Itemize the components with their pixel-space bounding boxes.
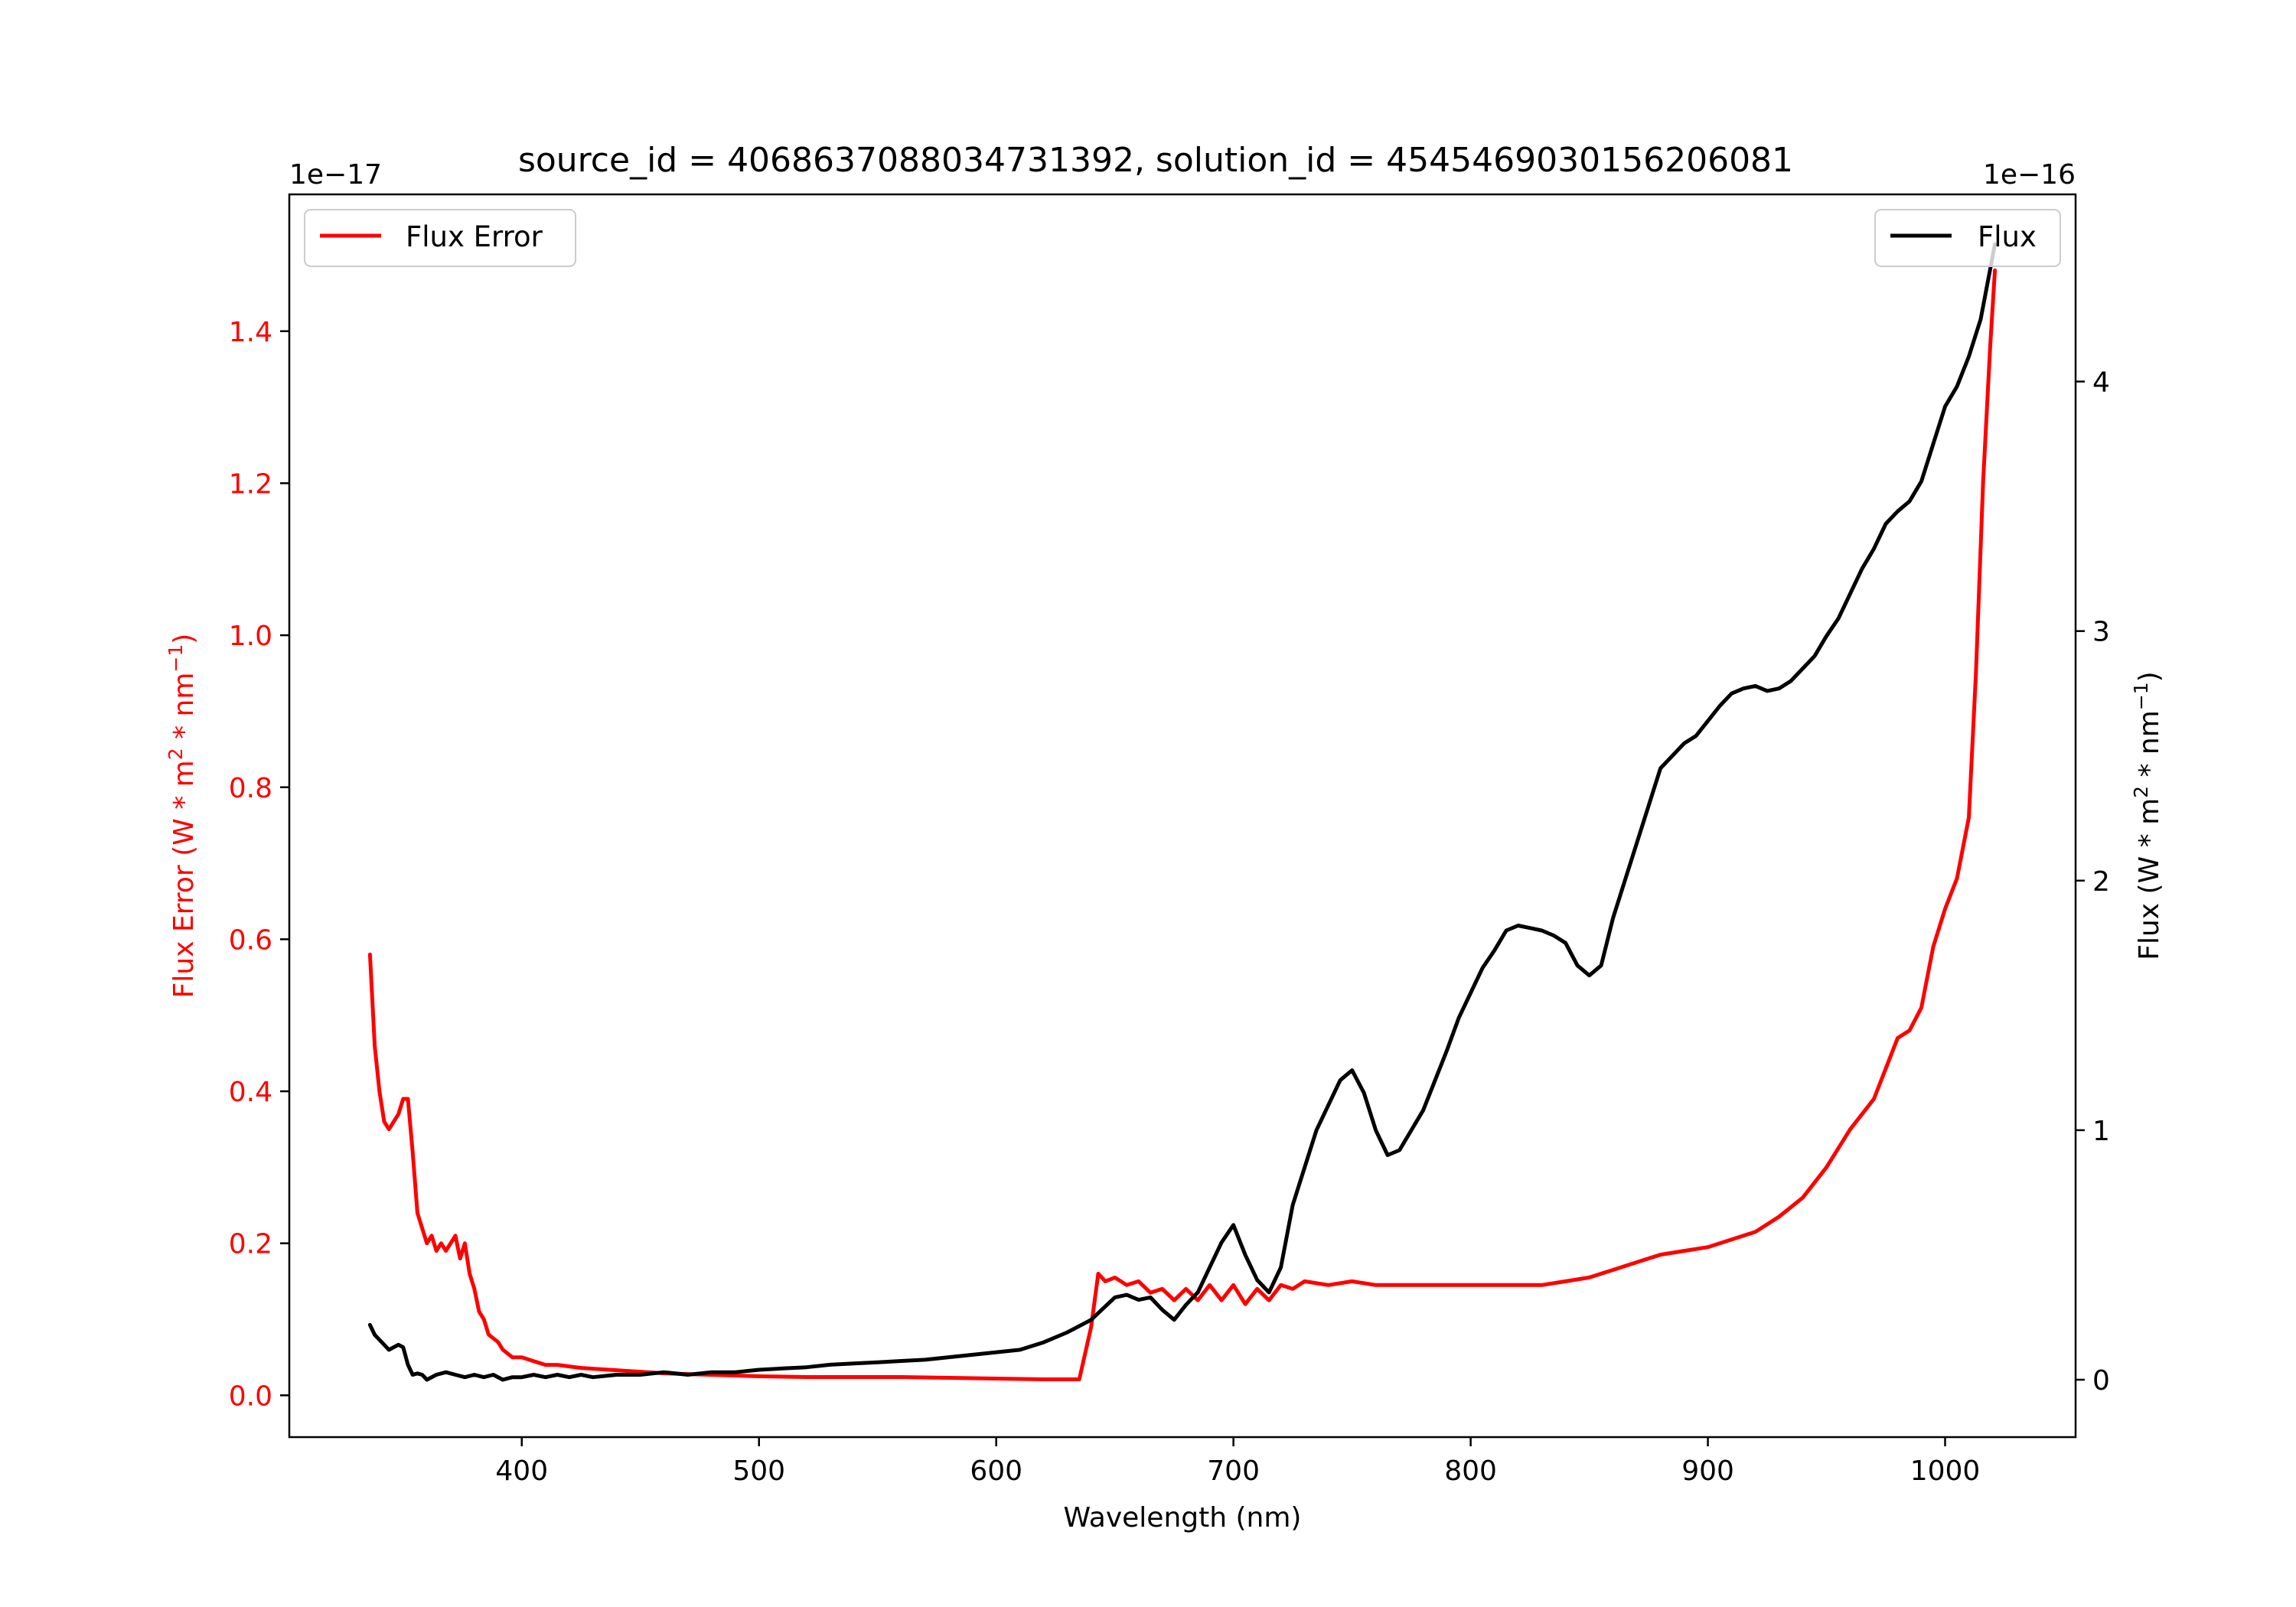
left-tick-label: 0.6 — [229, 924, 272, 956]
right-axis-label: Flux (W * m2 * nm−1) — [2130, 671, 2165, 960]
left-tick-label: 0.4 — [229, 1077, 272, 1108]
x-tick-label: 400 — [495, 1455, 548, 1487]
series-line-flux-error — [367, 268, 1998, 1381]
x-tick-label: 700 — [1207, 1455, 1260, 1487]
right-tick-label: 1 — [2092, 1116, 2110, 1147]
legend-flux-error: Flux Error — [304, 209, 576, 267]
x-tick-label: 800 — [1444, 1455, 1497, 1487]
left-tick-label: 0.0 — [229, 1380, 272, 1412]
left-axis-offset: 1e−17 — [289, 159, 382, 191]
right-tick-label: 4 — [2092, 367, 2110, 399]
x-axis-ticks: 400 500 600 700 800 900 1000 — [495, 1437, 1980, 1487]
x-tick-label: 1000 — [1910, 1455, 1981, 1487]
left-tick-label: 0.2 — [229, 1229, 272, 1260]
chart-title: source_id = 4068637088034731392, solutio… — [518, 141, 1793, 180]
x-tick-label: 900 — [1681, 1455, 1734, 1487]
right-axis-offset: 1e−16 — [1983, 159, 2076, 191]
x-tick-label: 600 — [970, 1455, 1022, 1487]
left-axis-ticks: 0.0 0.2 0.4 0.6 0.8 1.0 1.2 1.4 — [229, 317, 289, 1412]
left-axis-label: Flux Error (W * m2 * nm−1) — [165, 634, 200, 999]
left-tick-label: 1.4 — [229, 317, 272, 348]
left-tick-label: 1.0 — [229, 621, 272, 652]
series-layer — [367, 242, 1998, 1382]
right-tick-label: 2 — [2092, 866, 2110, 898]
right-axis-ticks: 0 1 2 3 4 — [2076, 367, 2110, 1397]
plot-area — [288, 193, 2077, 1439]
legend-flux: Flux — [1874, 209, 2061, 267]
legend-flux-label: Flux — [1978, 220, 2037, 253]
series-line-flux — [367, 242, 1998, 1382]
left-tick-label: 1.2 — [229, 468, 272, 500]
left-tick-label: 0.8 — [229, 773, 272, 804]
legend-flux-error-label: Flux Error — [406, 220, 543, 253]
right-tick-label: 3 — [2092, 617, 2110, 648]
x-tick-label: 500 — [732, 1455, 785, 1487]
x-axis-label: Wavelength (nm) — [1064, 1502, 1302, 1534]
right-tick-label: 0 — [2092, 1365, 2110, 1397]
